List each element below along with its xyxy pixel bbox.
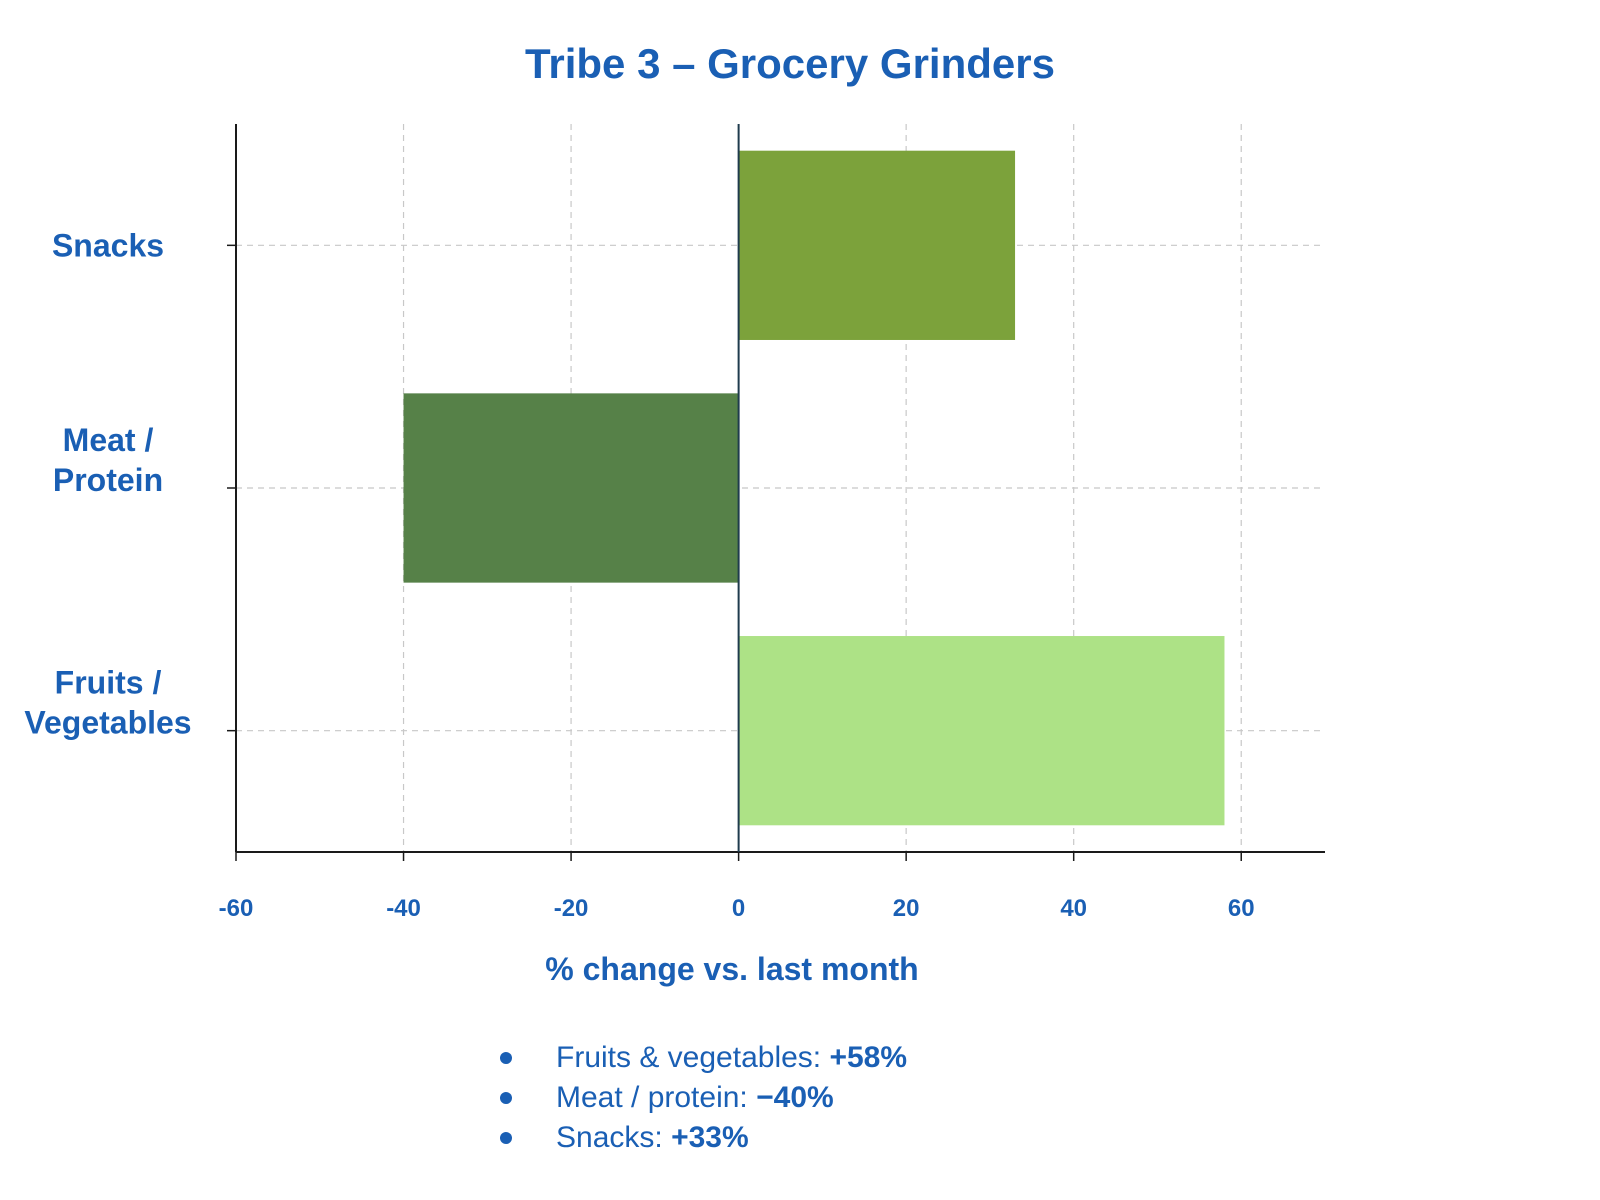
- x-tick-label: 60: [1228, 895, 1255, 922]
- summary-label: Meat / protein:: [556, 1081, 748, 1114]
- x-tick-label: 40: [1060, 895, 1087, 922]
- y-category-label: Meat /: [63, 422, 154, 458]
- x-tick-label: 0: [732, 895, 745, 922]
- summary-value: +33%: [671, 1121, 749, 1154]
- x-tick-label: 20: [893, 895, 920, 922]
- summary-value: +58%: [829, 1041, 908, 1074]
- summary-item-snacks: Snacks: +33%: [500, 1118, 907, 1158]
- bars-layer: [403, 150, 1225, 826]
- x-tick-label: -40: [386, 895, 421, 922]
- summary-label: Snacks:: [556, 1121, 663, 1154]
- y-category-label: Vegetables: [24, 705, 191, 741]
- x-axis-label: % change vs. last month: [545, 951, 918, 987]
- labels-layer: -60 -40 -20 0 20 40 60 Snacks Meat / Protein Fruit…: [24, 227, 1254, 922]
- x-tick-label: -60: [219, 895, 254, 922]
- y-category-label: Fruits /: [55, 665, 162, 701]
- bar: [738, 636, 1225, 826]
- summary-label: Fruits & vegetables:: [556, 1041, 822, 1074]
- bullet-icon: [500, 1132, 512, 1144]
- axes-layer: [227, 124, 1325, 861]
- bullet-icon: [500, 1052, 512, 1064]
- y-category-label: Protein: [53, 462, 163, 498]
- summary-value: −40%: [756, 1081, 834, 1114]
- bullet-icon: [500, 1092, 512, 1104]
- chart-title: Tribe 3 – Grocery Grinders: [525, 40, 1055, 87]
- y-category-label: Snacks: [52, 227, 164, 263]
- x-tick-label: -20: [554, 895, 589, 922]
- summary-list: Fruits & vegetables: +58% Meat / protein…: [500, 1038, 907, 1158]
- bar: [403, 393, 739, 583]
- summary-item-meat-protein: Meat / protein: −40%: [500, 1078, 907, 1118]
- bar: [738, 150, 1016, 340]
- summary-item-fruits-vegetables: Fruits & vegetables: +58%: [500, 1038, 907, 1078]
